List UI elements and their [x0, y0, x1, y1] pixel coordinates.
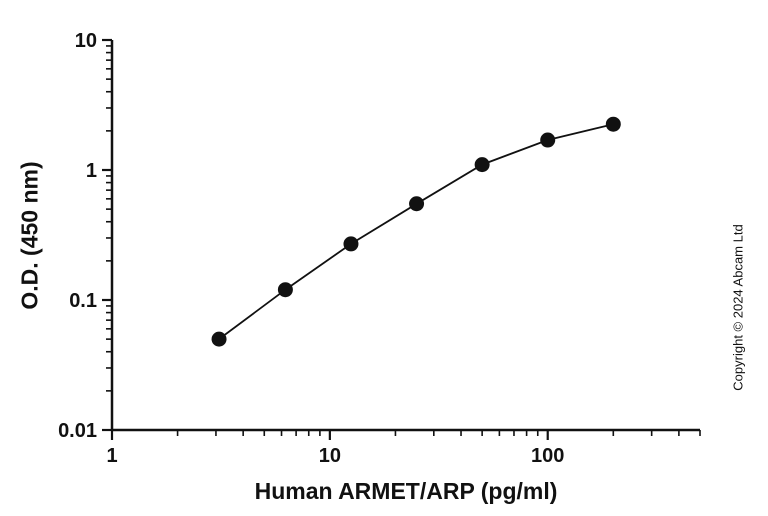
data-point [343, 236, 359, 252]
svg-text:100: 100 [531, 445, 564, 467]
y-axis-label: O.D. (450 nm) [16, 161, 43, 310]
data-point [605, 116, 621, 132]
svg-text:10: 10 [319, 445, 341, 467]
svg-text:1: 1 [86, 160, 97, 182]
data-point [540, 132, 556, 148]
svg-text:10: 10 [75, 30, 97, 52]
copyright-text: Copyright © 2024 Abcam Ltd [730, 224, 746, 391]
svg-text:0.1: 0.1 [69, 290, 97, 312]
svg-text:1: 1 [106, 445, 117, 467]
x-axis-label: Human ARMET/ARP (pg/ml) [254, 478, 558, 504]
data-point [474, 157, 490, 173]
svg-text:0.01: 0.01 [58, 420, 97, 442]
data-point [277, 282, 293, 298]
data-point [211, 331, 227, 347]
data-point [409, 196, 425, 212]
